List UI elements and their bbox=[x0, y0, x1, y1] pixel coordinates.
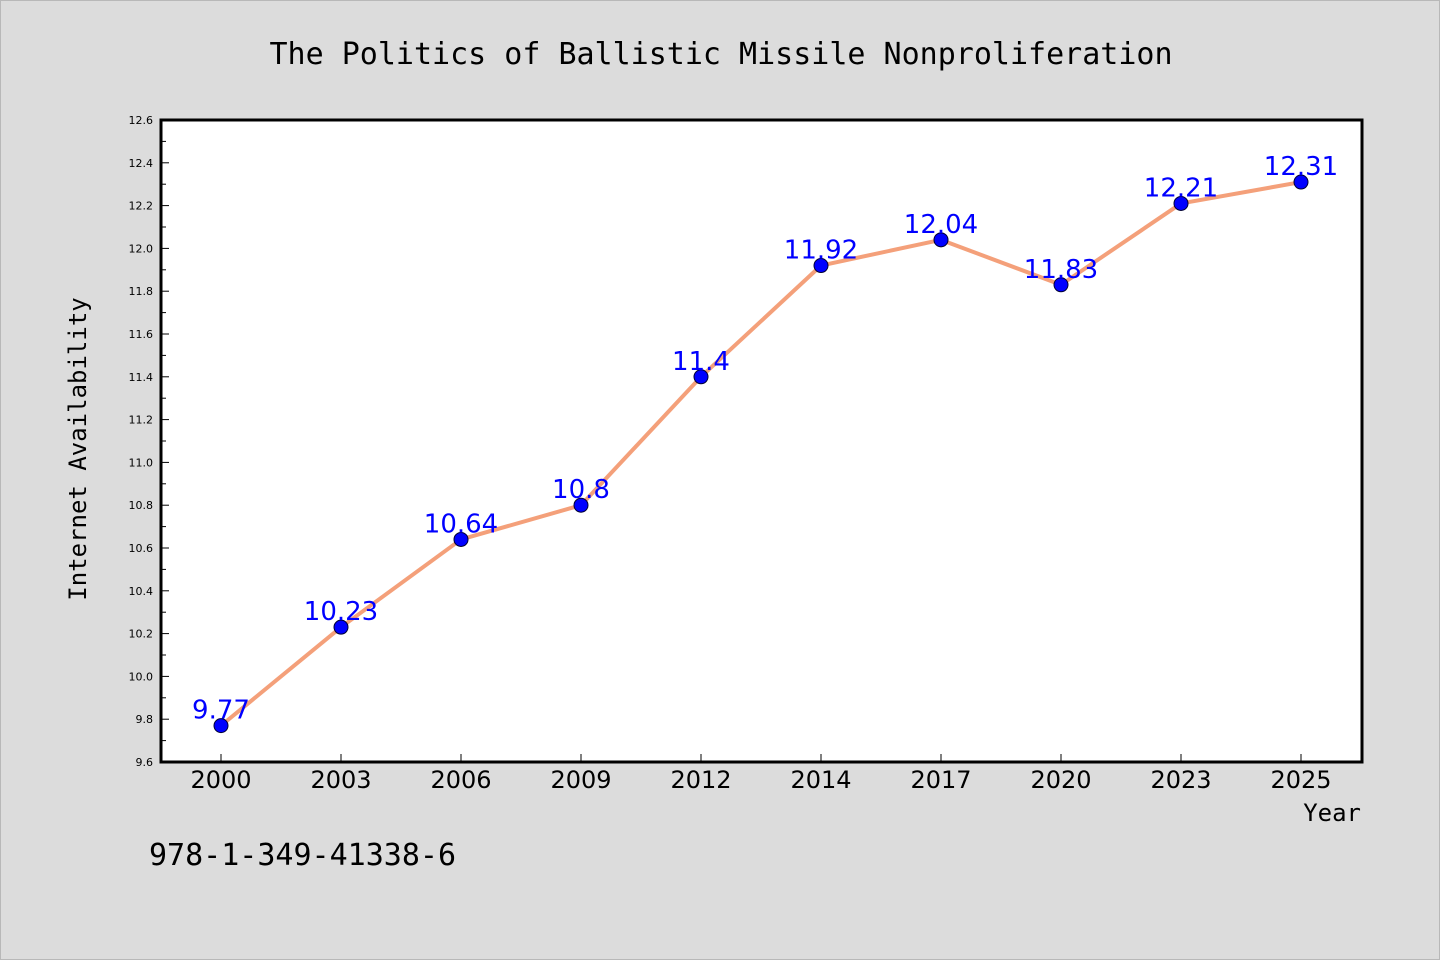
x-tick-label: 2009 bbox=[550, 766, 611, 794]
series-line bbox=[219, 180, 1302, 728]
x-tick-label: 2012 bbox=[670, 766, 731, 794]
y-tick-label: 10.8 bbox=[129, 499, 154, 512]
x-axis: 2000 2003 2006 2009 2012 2014 2017 2020 2023 2025 bbox=[190, 754, 1332, 794]
y-tick-label: 10.4 bbox=[129, 585, 154, 598]
y-tick-label: 11.6 bbox=[129, 328, 154, 341]
y-tick-label: 11.0 bbox=[129, 456, 154, 469]
y-axis: 9.6 9.8 10.0 10.2 10.4 10.6 10.8 11.0 11.2 11.4 11… bbox=[129, 114, 169, 769]
data-point bbox=[573, 497, 589, 513]
data-point bbox=[693, 369, 709, 385]
data-label: 12.04 bbox=[904, 210, 978, 240]
data-point bbox=[333, 619, 349, 635]
x-tick-label: 2020 bbox=[1030, 766, 1091, 794]
data-label: 12.31 bbox=[1264, 152, 1338, 182]
y-tick-label: 10.2 bbox=[129, 628, 154, 641]
y-tick-label: 12.4 bbox=[129, 157, 154, 170]
data-label: 10.64 bbox=[424, 509, 498, 539]
y-tick-label: 9.8 bbox=[136, 713, 154, 726]
data-label: 11.83 bbox=[1024, 255, 1098, 285]
y-tick-label: 12.6 bbox=[129, 114, 154, 127]
data-point bbox=[1293, 174, 1309, 190]
y-tick-label: 10.6 bbox=[129, 542, 154, 555]
y-tick-label: 12.0 bbox=[129, 242, 154, 255]
data-label: 11.4 bbox=[672, 347, 730, 377]
y-tick-label: 10.0 bbox=[129, 670, 154, 683]
plot-area bbox=[159, 118, 1364, 764]
y-tick-label: 9.6 bbox=[136, 756, 154, 769]
y-tick-label: 11.8 bbox=[129, 285, 154, 298]
y-tick-label: 11.4 bbox=[129, 371, 154, 384]
data-label: 11.92 bbox=[784, 236, 858, 266]
series-layer bbox=[213, 174, 1309, 734]
x-axis-label: Year bbox=[1303, 799, 1361, 827]
data-labels: 9.77 10.23 10.64 10.8 11.4 11.92 12.04 11.83 12.… bbox=[192, 152, 1338, 726]
data-point bbox=[453, 531, 469, 547]
isbn-text: 978-1-349-41338-6 bbox=[149, 838, 456, 873]
data-label: 10.23 bbox=[304, 597, 378, 627]
x-tick-label: 2006 bbox=[430, 766, 491, 794]
data-point bbox=[933, 232, 949, 248]
data-point bbox=[1173, 195, 1189, 211]
data-point bbox=[213, 718, 229, 734]
x-tick-label: 2014 bbox=[790, 766, 851, 794]
data-point bbox=[1053, 277, 1069, 293]
x-tick-label: 2025 bbox=[1270, 766, 1331, 794]
data-point bbox=[813, 258, 829, 274]
y-axis-label: Internet Availability bbox=[64, 297, 92, 600]
chart-title: The Politics of Ballistic Missile Nonpro… bbox=[269, 37, 1172, 72]
x-tick-label: 2000 bbox=[190, 766, 251, 794]
data-label: 9.77 bbox=[192, 696, 250, 726]
x-tick-label: 2017 bbox=[910, 766, 971, 794]
y-tick-label: 12.2 bbox=[129, 200, 154, 213]
x-tick-label: 2003 bbox=[310, 766, 371, 794]
data-label: 12.21 bbox=[1144, 173, 1218, 203]
data-label: 10.8 bbox=[552, 475, 610, 505]
x-tick-label: 2023 bbox=[1150, 766, 1211, 794]
y-tick-label: 11.2 bbox=[129, 414, 154, 427]
